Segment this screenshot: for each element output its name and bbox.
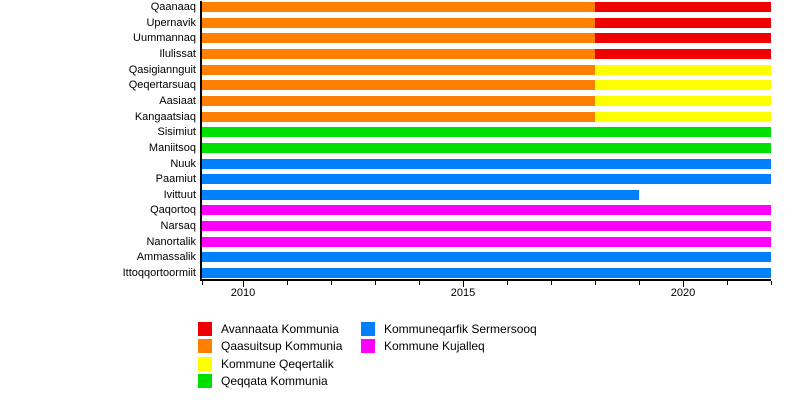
row-label: Qeqertarsuaq [128, 79, 196, 92]
bar-segment [202, 33, 595, 44]
row-label: Aasiaat [159, 94, 196, 107]
legend-item-label: Qeqqata Kommunia [221, 374, 328, 389]
row-label: Nuuk [170, 157, 196, 170]
bar-segment [595, 95, 771, 106]
row-label: Maniitsoq [148, 141, 196, 154]
legend-swatch [198, 322, 212, 336]
legend-swatch [361, 339, 375, 354]
x-minor-tick [595, 281, 596, 285]
bar-segment [202, 221, 771, 232]
x-tick-label: 2015 [450, 287, 476, 299]
bar-segment [202, 17, 595, 28]
x-tick-label: 2010 [230, 287, 256, 299]
row-label: Kangaatsiaq [134, 110, 196, 123]
x-minor-tick [331, 281, 332, 285]
x-minor-tick [727, 281, 728, 285]
legend-item-label: Kommuneqarfik Sermersooq [384, 322, 537, 336]
x-axis-line [200, 279, 771, 281]
bar-segment [202, 268, 771, 279]
bar-segment [202, 111, 595, 122]
legend-swatch [198, 356, 212, 371]
bar-segment [595, 2, 771, 12]
bar-segment [202, 95, 595, 106]
x-tick-label: 2020 [670, 287, 696, 299]
y-axis-line [200, 1, 202, 281]
x-minor-tick [202, 281, 203, 285]
bar-segment [202, 64, 595, 75]
bar-segment [595, 33, 771, 44]
row-label: Qaqortoq [150, 204, 196, 217]
x-major-tick [243, 281, 244, 287]
bar-segment [202, 48, 595, 59]
bar-segment [202, 2, 595, 12]
bar-segment [595, 80, 771, 91]
bar-segment [202, 142, 771, 153]
row-label: Paamiut [155, 173, 196, 186]
x-minor-tick [287, 281, 288, 285]
bar-segment [595, 64, 771, 75]
bar-segment [595, 111, 771, 122]
legend-swatch [361, 322, 375, 336]
legend-item-label: Kommune Kujalleq [384, 339, 485, 354]
row-label: Upernavik [146, 16, 196, 29]
legend-swatch [198, 339, 212, 354]
row-label: Qasigiannguit [128, 63, 196, 76]
bar-segment [202, 158, 771, 169]
x-major-tick [463, 281, 464, 287]
legend-item-label: Avannaata Kommunia [221, 322, 339, 336]
row-label: Ittoqqortoormiit [122, 267, 196, 280]
x-minor-tick [419, 281, 420, 285]
legend-swatch [198, 374, 212, 389]
legend-item-label: Kommune Qeqertalik [221, 356, 334, 371]
row-label: Ammassalik [136, 251, 196, 264]
row-label: Sisimiut [157, 126, 196, 139]
row-label: Qaanaaq [150, 1, 196, 13]
x-minor-tick [375, 281, 376, 285]
bar-segment [202, 252, 771, 263]
row-label: Uummannaq [133, 32, 196, 45]
legend-item-label: Qaasuitsup Kommunia [221, 339, 343, 354]
x-major-tick [683, 281, 684, 287]
bar-segment [202, 205, 771, 216]
x-minor-tick [639, 281, 640, 285]
x-minor-tick [507, 281, 508, 285]
bar-segment [202, 80, 595, 91]
x-minor-tick [551, 281, 552, 285]
bar-segment [595, 48, 771, 59]
bar-segment [202, 174, 771, 185]
row-label: Narsaq [160, 220, 196, 233]
bar-segment [202, 236, 771, 247]
x-minor-tick [771, 281, 772, 285]
row-label: Ivittuut [163, 188, 196, 201]
bar-segment [595, 17, 771, 28]
row-label: Ilulissat [159, 47, 196, 60]
bar-segment [202, 189, 639, 200]
row-label: Nanortalik [146, 235, 196, 248]
bar-segment [202, 127, 771, 138]
